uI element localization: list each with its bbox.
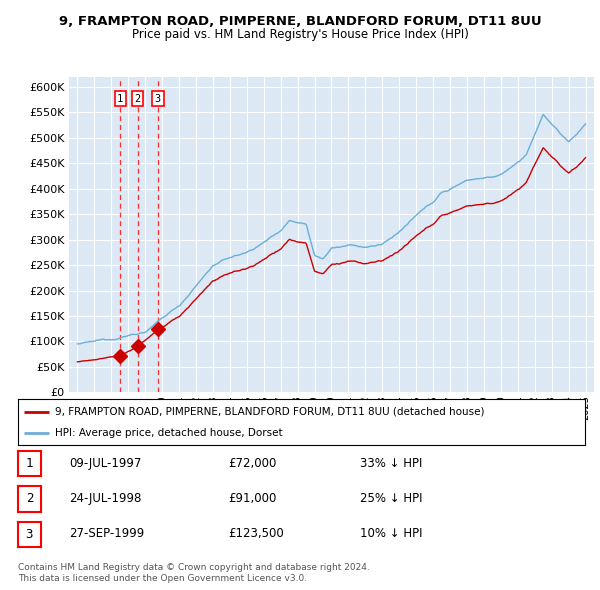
Text: £91,000: £91,000 — [228, 492, 277, 505]
Text: 3: 3 — [26, 527, 33, 541]
Text: 9, FRAMPTON ROAD, PIMPERNE, BLANDFORD FORUM, DT11 8UU: 9, FRAMPTON ROAD, PIMPERNE, BLANDFORD FO… — [59, 15, 541, 28]
Text: This data is licensed under the Open Government Licence v3.0.: This data is licensed under the Open Gov… — [18, 573, 307, 583]
Text: 1: 1 — [26, 457, 33, 470]
Text: 24-JUL-1998: 24-JUL-1998 — [69, 492, 142, 505]
Text: £123,500: £123,500 — [228, 527, 284, 540]
Text: Price paid vs. HM Land Registry's House Price Index (HPI): Price paid vs. HM Land Registry's House … — [131, 28, 469, 41]
Text: 10% ↓ HPI: 10% ↓ HPI — [360, 527, 422, 540]
Text: 25% ↓ HPI: 25% ↓ HPI — [360, 492, 422, 505]
Text: 2: 2 — [134, 94, 141, 104]
Text: 33% ↓ HPI: 33% ↓ HPI — [360, 457, 422, 470]
Text: Contains HM Land Registry data © Crown copyright and database right 2024.: Contains HM Land Registry data © Crown c… — [18, 563, 370, 572]
Text: HPI: Average price, detached house, Dorset: HPI: Average price, detached house, Dors… — [55, 428, 283, 438]
Text: 2: 2 — [26, 492, 33, 506]
Text: 27-SEP-1999: 27-SEP-1999 — [69, 527, 144, 540]
Text: 3: 3 — [155, 94, 161, 104]
Text: 1: 1 — [117, 94, 124, 104]
Text: 09-JUL-1997: 09-JUL-1997 — [69, 457, 142, 470]
Text: £72,000: £72,000 — [228, 457, 277, 470]
Text: 9, FRAMPTON ROAD, PIMPERNE, BLANDFORD FORUM, DT11 8UU (detached house): 9, FRAMPTON ROAD, PIMPERNE, BLANDFORD FO… — [55, 407, 484, 417]
